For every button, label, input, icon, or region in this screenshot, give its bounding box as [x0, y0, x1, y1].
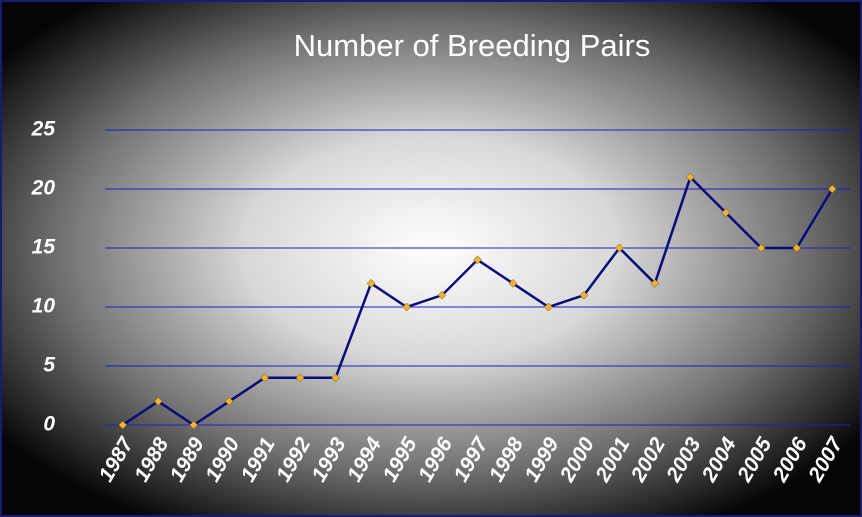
y-tick-label: 25: [31, 118, 56, 141]
marker: [402, 302, 411, 312]
marker: [295, 373, 305, 383]
chart-title: Number of Breeding Pairs: [294, 28, 651, 63]
marker: [827, 184, 837, 194]
marker: [792, 243, 802, 253]
y-tick-label: 5: [43, 354, 55, 377]
y-tick-label: 10: [32, 295, 56, 318]
marker: [615, 243, 624, 253]
marker: [366, 279, 376, 288]
y-tick-label: 0: [43, 413, 55, 436]
marker: [189, 420, 199, 430]
marker: [650, 279, 660, 288]
marker: [224, 397, 234, 406]
marker: [153, 397, 163, 406]
marker: [331, 373, 340, 383]
marker: [118, 420, 128, 430]
y-tick-label: 20: [31, 177, 56, 200]
marker: [473, 255, 482, 265]
marker: [721, 208, 731, 217]
marker: [686, 172, 695, 182]
y-tick-label: 15: [32, 236, 56, 259]
marker: [508, 279, 518, 288]
marker: [437, 290, 447, 300]
marker: [544, 302, 553, 312]
marker: [260, 373, 269, 383]
marker: [579, 290, 589, 300]
marker: [756, 243, 766, 253]
